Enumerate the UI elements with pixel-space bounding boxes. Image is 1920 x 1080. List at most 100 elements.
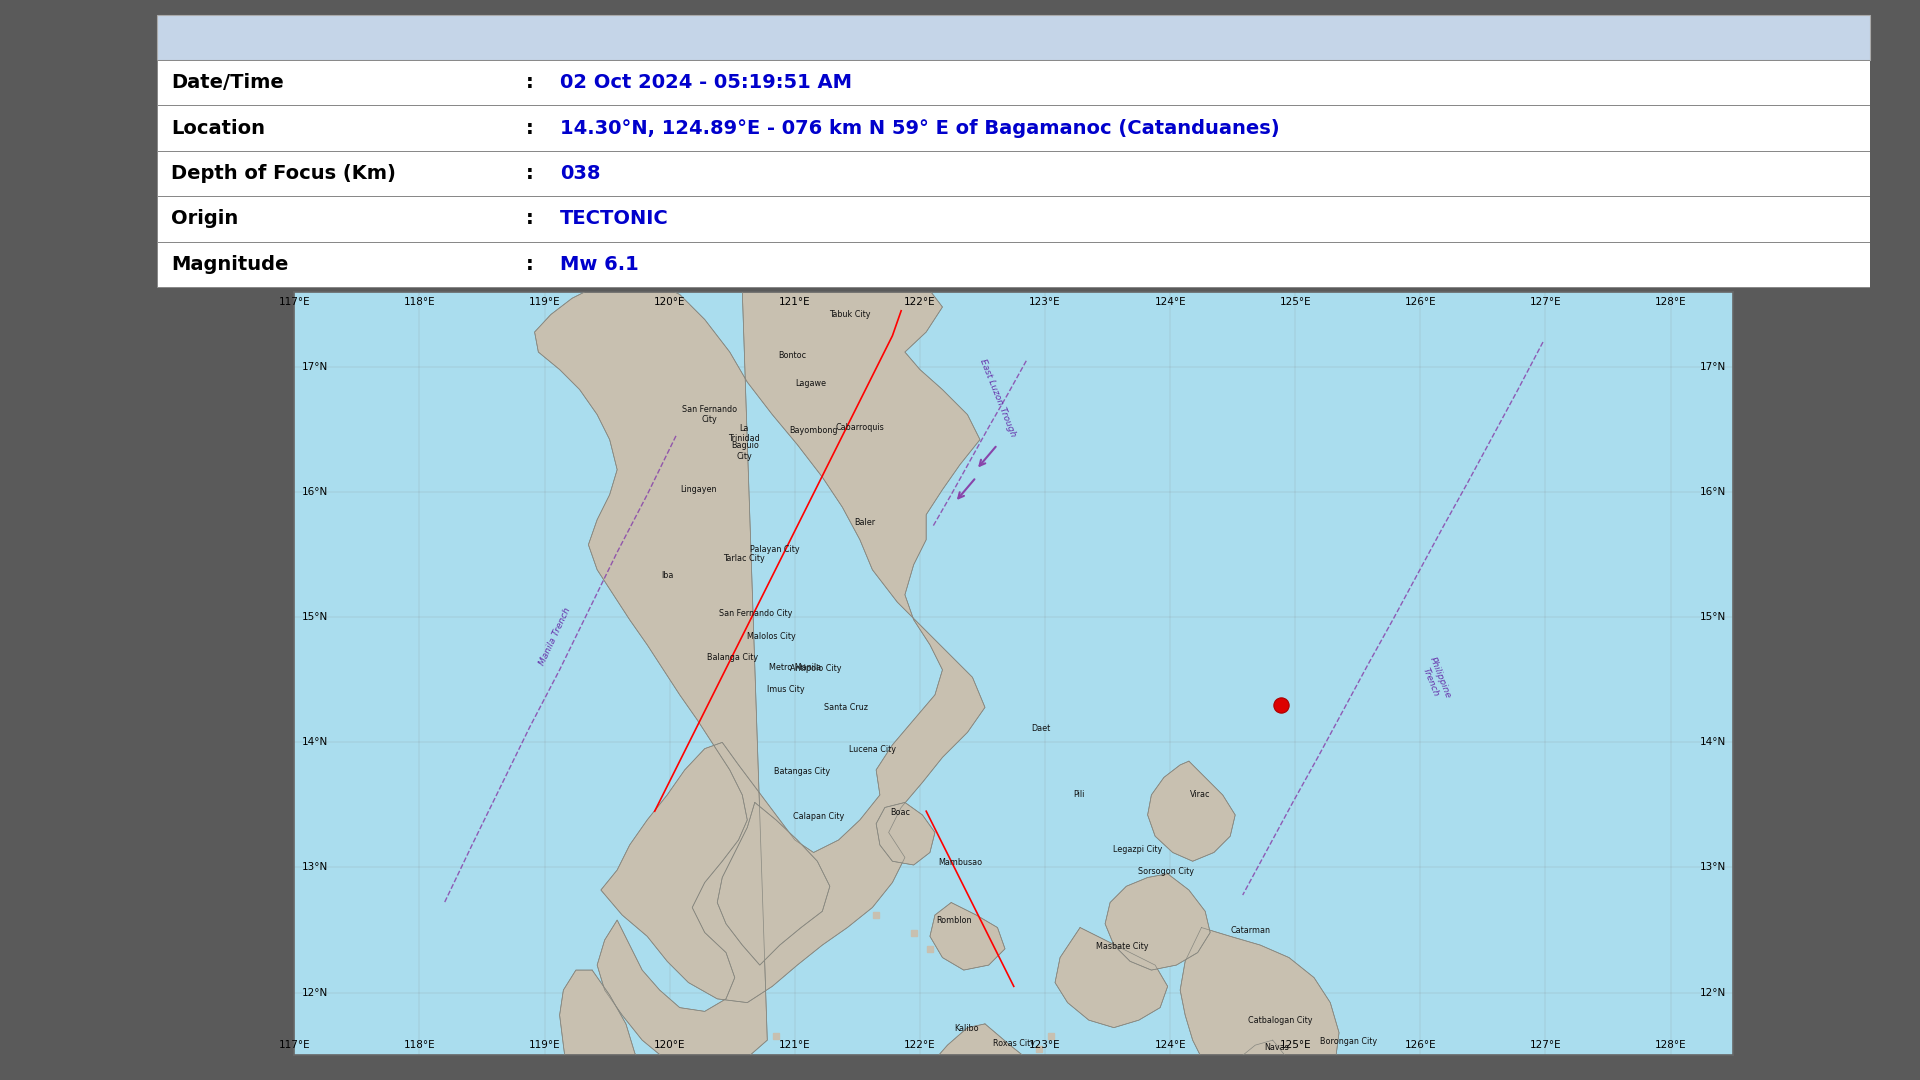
Text: 119°E: 119°E [528,1040,561,1050]
Polygon shape [323,970,676,1080]
Text: :: : [526,164,534,183]
Text: 122°E: 122°E [904,1040,935,1050]
Text: Date/Time: Date/Time [171,73,284,92]
Text: 117°E: 117°E [278,297,311,307]
Text: :: : [526,255,534,273]
Text: La
Trinidad: La Trinidad [728,423,760,443]
Text: 12°N: 12°N [1699,987,1726,998]
Text: TECTONIC: TECTONIC [561,210,668,228]
Text: Daet: Daet [1031,724,1050,733]
Text: Lagawe: Lagawe [795,379,828,388]
Text: Cabarroquis: Cabarroquis [835,422,885,432]
Text: 120°E: 120°E [655,1040,685,1050]
Polygon shape [534,178,985,1070]
Bar [157,15,1870,60]
Text: Metro Manila: Metro Manila [768,663,822,672]
Text: 12°N: 12°N [301,987,328,998]
Text: 02 Oct 2024 - 05:19:51 AM: 02 Oct 2024 - 05:19:51 AM [561,73,852,92]
Text: Imus City: Imus City [768,686,804,694]
Polygon shape [1181,928,1338,1080]
Polygon shape [876,802,935,865]
Text: Pili: Pili [1073,791,1085,799]
Text: Romblon: Romblon [935,916,972,924]
Text: Origin: Origin [171,210,238,228]
Text: 128°E: 128°E [1655,297,1686,307]
Text: 118°E: 118°E [403,1040,436,1050]
Text: Legazpi City: Legazpi City [1114,846,1162,854]
Text: Navas: Navas [1263,1043,1288,1052]
Text: Santa Cruz: Santa Cruz [824,703,868,712]
Text: Malolos City: Malolos City [747,632,795,640]
Text: San Fernando
City: San Fernando City [682,405,737,424]
Text: 127°E: 127°E [1530,297,1561,307]
Text: 125°E: 125°E [1279,297,1311,307]
Bar [157,60,1870,106]
Text: Tabuk City: Tabuk City [829,310,870,319]
Text: 124°E: 124°E [1154,1040,1187,1050]
Text: 13°N: 13°N [1699,863,1726,873]
Text: Mw 6.1: Mw 6.1 [561,255,639,273]
Text: 121°E: 121°E [780,297,810,307]
Text: :: : [526,210,534,228]
Text: Catbalogan City: Catbalogan City [1248,1015,1313,1025]
Text: East Luzon Trough: East Luzon Trough [977,359,1018,438]
Text: Lingayen: Lingayen [680,485,716,495]
Text: 038: 038 [561,164,601,183]
Text: 15°N: 15°N [1699,612,1726,622]
Text: Palayan City: Palayan City [751,545,799,554]
Text: Depth of Focus (Km): Depth of Focus (Km) [171,164,396,183]
Text: 14°N: 14°N [301,738,328,747]
Bar [157,106,1870,151]
Text: Masbate City: Masbate City [1096,942,1148,950]
Text: Sorsogon City: Sorsogon City [1139,867,1194,876]
Text: San Fernando City: San Fernando City [720,609,793,618]
Text: Lucena City: Lucena City [849,745,897,755]
Bar [157,197,1870,242]
Polygon shape [1148,761,1235,861]
Text: 119°E: 119°E [528,297,561,307]
Text: 17°N: 17°N [301,362,328,372]
Polygon shape [1056,928,1167,1028]
Text: :: : [526,119,534,137]
Text: 14.30°N, 124.89°E - 076 km N 59° E of Bagamanoc (Catanduanes): 14.30°N, 124.89°E - 076 km N 59° E of Ba… [561,119,1279,137]
Text: 126°E: 126°E [1405,1040,1436,1050]
Text: 17°N: 17°N [1699,362,1726,372]
Text: 123°E: 123°E [1029,297,1062,307]
Polygon shape [920,1024,1056,1080]
Text: Baler: Baler [854,517,876,527]
Text: Baguio
City: Baguio City [732,441,758,460]
Text: Bayombong: Bayombong [789,427,837,435]
Polygon shape [929,903,1004,970]
Text: 118°E: 118°E [403,297,436,307]
Text: Catarman: Catarman [1231,926,1271,934]
Text: Iba: Iba [660,571,674,580]
Text: 121°E: 121°E [780,1040,810,1050]
Text: Tarlac City: Tarlac City [722,554,764,563]
Text: 126°E: 126°E [1405,297,1436,307]
Text: Philippine
Trench: Philippine Trench [1419,656,1453,704]
Text: Roxas City: Roxas City [993,1039,1035,1049]
Text: Mambusao: Mambusao [937,858,981,867]
Text: Manila Trench: Manila Trench [538,606,572,666]
Text: Boac: Boac [889,808,910,816]
Polygon shape [718,802,829,966]
Text: 13°N: 13°N [301,863,328,873]
Text: 122°E: 122°E [904,297,935,307]
Text: 123°E: 123°E [1029,1040,1062,1050]
Text: :: : [526,73,534,92]
Text: Antipolo City: Antipolo City [791,664,841,673]
Text: Location: Location [171,119,265,137]
Polygon shape [1106,874,1210,970]
Text: 128°E: 128°E [1655,1040,1686,1050]
Text: Kalibo: Kalibo [954,1025,979,1034]
Text: Bontoc: Bontoc [778,351,806,361]
Bar [157,242,1870,287]
Text: 14°N: 14°N [1699,738,1726,747]
Text: 125°E: 125°E [1279,1040,1311,1050]
Text: Calapan City: Calapan City [793,812,845,821]
Text: 120°E: 120°E [655,297,685,307]
Text: 127°E: 127°E [1530,1040,1561,1050]
Text: Batangas City: Batangas City [774,767,829,775]
Text: Virac: Virac [1190,791,1210,799]
Text: Balanga City: Balanga City [707,652,758,662]
